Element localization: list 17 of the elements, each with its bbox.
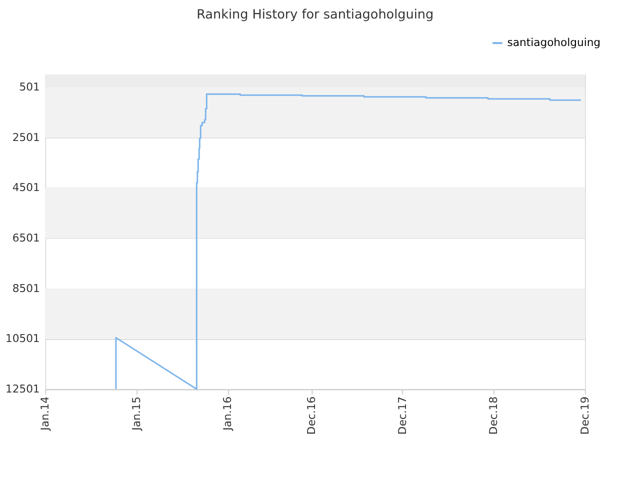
- x-tick-label: Dec.17: [396, 396, 409, 435]
- x-tick-label: Dec.16: [304, 396, 318, 435]
- x-tick-label: Jan.15: [130, 396, 143, 432]
- x-tick-label: Dec.18: [487, 396, 500, 435]
- y-tick-label: 6501: [12, 232, 40, 245]
- y-tick-label: 10501: [5, 332, 40, 346]
- x-tick-label: Jan.14: [38, 396, 52, 432]
- y-tick-label: 8501: [12, 282, 40, 295]
- chart-title: Ranking History for santiagoholguing: [196, 7, 434, 22]
- y-tick-label: 501: [19, 80, 40, 94]
- y-tick-label: 4501: [12, 181, 40, 194]
- legend-label: santiagoholguing: [507, 36, 601, 50]
- y-tick-label: 12501: [5, 382, 40, 396]
- x-tick-label: Dec.19: [578, 396, 592, 435]
- y-tick-label: 2501: [12, 130, 40, 144]
- x-tick-label: Jan.16: [221, 396, 234, 432]
- line-series: [115, 93, 582, 390]
